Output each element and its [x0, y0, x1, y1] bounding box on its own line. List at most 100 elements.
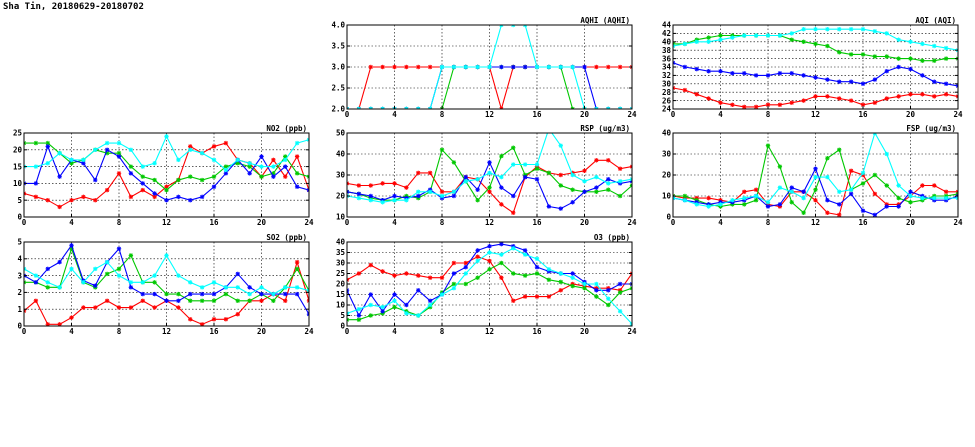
y-tick-label: 4.0 — [331, 21, 345, 30]
data-point — [283, 291, 288, 297]
x-tick-label: 24 — [304, 327, 314, 336]
x-tick-label: 4 — [718, 218, 723, 227]
data-point — [908, 56, 913, 61]
y-tick-label: 0 — [340, 322, 345, 331]
data-point — [463, 271, 468, 276]
data-point — [164, 298, 169, 303]
y-tick-label: 10 — [336, 213, 346, 222]
y-tick-label: 25 — [13, 129, 22, 138]
data-point — [570, 283, 575, 289]
chart-title: O3 (ppb) — [594, 233, 630, 242]
data-point — [546, 170, 552, 176]
data-point — [617, 166, 623, 171]
data-point — [629, 321, 632, 326]
data-point — [872, 100, 878, 105]
data-point — [932, 79, 937, 84]
data-point — [730, 198, 735, 203]
data-point — [884, 54, 889, 59]
data-point — [825, 174, 830, 180]
data-point — [499, 174, 504, 180]
data-point — [140, 181, 145, 186]
data-point — [522, 25, 528, 28]
data-point — [404, 106, 409, 109]
data-point — [188, 291, 193, 297]
y-tick-label: 2.0 — [331, 105, 345, 114]
data-point — [211, 280, 217, 285]
data-point — [392, 292, 397, 297]
data-point — [24, 140, 27, 146]
y-tick-label: 10 — [13, 179, 23, 188]
data-point — [629, 106, 632, 109]
y-tick-label: 32 — [662, 71, 671, 80]
data-point — [629, 286, 632, 291]
data-point — [777, 185, 783, 190]
x-tick-label: 16 — [532, 327, 542, 336]
data-point — [558, 183, 563, 188]
y-tick-label: 42 — [662, 29, 671, 38]
data-point — [140, 280, 145, 285]
data-point — [404, 271, 409, 276]
data-point — [81, 280, 86, 285]
data-point — [380, 269, 385, 274]
data-point — [475, 198, 480, 203]
data-point — [294, 184, 300, 189]
y-tick-label: 30 — [336, 259, 346, 268]
y-tick-label: 2 — [17, 288, 22, 297]
y-tick-label: 38 — [662, 46, 672, 55]
data-point — [694, 92, 699, 97]
data-point — [606, 106, 611, 109]
data-point — [188, 174, 193, 179]
data-point — [199, 177, 205, 183]
data-point — [522, 162, 528, 167]
x-tick-label: 20 — [906, 218, 916, 227]
x-tick-label: 20 — [580, 218, 590, 227]
data-point — [742, 189, 747, 194]
data-point — [368, 302, 373, 308]
data-point — [606, 158, 611, 163]
data-point — [848, 27, 854, 32]
data-point — [908, 92, 913, 97]
page-title: Sha Tin, 20180629-20180702 — [3, 2, 144, 12]
data-point — [368, 198, 373, 203]
data-point — [81, 157, 86, 163]
data-point — [69, 157, 74, 163]
data-point — [404, 311, 409, 316]
data-point — [718, 37, 723, 42]
data-point — [356, 106, 362, 109]
data-point — [475, 177, 480, 182]
data-point — [884, 183, 889, 188]
data-point — [872, 29, 878, 34]
data-point — [594, 106, 599, 109]
data-point — [294, 266, 300, 272]
chart-title: RSP (ug/m3) — [580, 124, 630, 133]
data-point — [848, 98, 854, 103]
data-point — [211, 291, 217, 297]
data-point — [534, 256, 540, 261]
y-tick-label: 30 — [336, 171, 346, 180]
data-point — [753, 193, 759, 199]
data-point — [789, 200, 794, 205]
x-tick-label: 0 — [345, 218, 350, 227]
data-point — [511, 64, 516, 70]
x-tick-label: 16 — [209, 218, 219, 227]
y-tick-label: 36 — [662, 54, 672, 63]
data-point — [259, 174, 264, 179]
data-point — [860, 52, 866, 57]
data-point — [546, 277, 552, 282]
data-point — [57, 174, 62, 179]
x-tick-label: 4 — [718, 110, 723, 119]
data-point — [475, 187, 480, 192]
data-point — [427, 106, 433, 109]
data-point — [283, 157, 288, 163]
data-point — [789, 185, 794, 190]
data-point — [753, 73, 759, 78]
data-point — [104, 147, 110, 152]
data-point — [629, 164, 632, 169]
data-point — [522, 273, 528, 278]
data-point — [682, 87, 688, 93]
data-point — [259, 291, 264, 297]
data-point — [594, 174, 599, 180]
data-point — [199, 298, 205, 303]
data-point — [848, 187, 854, 192]
data-point — [451, 64, 457, 70]
